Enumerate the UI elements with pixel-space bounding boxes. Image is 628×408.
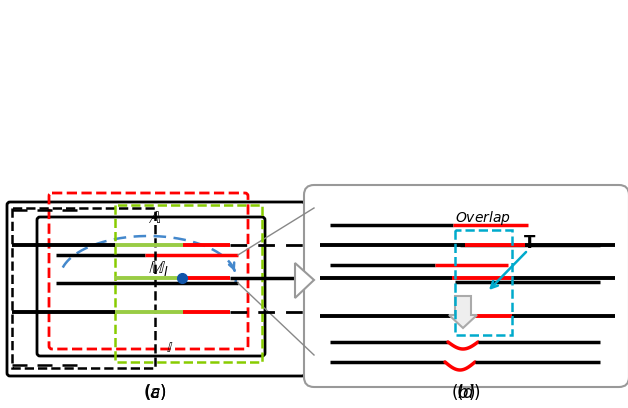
Text: $\mathbb{M}_l$: $\mathbb{M}_l$ <box>148 259 169 277</box>
Text: $\mathbf{T}$: $\mathbf{T}$ <box>523 235 536 251</box>
Text: $(c)$: $(c)$ <box>144 382 166 402</box>
Text: $\mathbb{A}$: $\mathbb{A}$ <box>148 209 161 227</box>
FancyBboxPatch shape <box>37 217 265 356</box>
Text: $\mathbb{I}$: $\mathbb{I}$ <box>166 341 174 355</box>
FancyBboxPatch shape <box>304 185 628 387</box>
Text: $(a)$: $(a)$ <box>143 382 167 402</box>
FancyArrow shape <box>449 296 477 328</box>
Text: $\mathit{Overlap}$: $\mathit{Overlap}$ <box>455 209 511 227</box>
Polygon shape <box>295 263 314 298</box>
FancyBboxPatch shape <box>7 202 305 376</box>
Text: $(d)$: $(d)$ <box>456 382 480 402</box>
Text: $(b)$: $(b)$ <box>451 382 475 402</box>
